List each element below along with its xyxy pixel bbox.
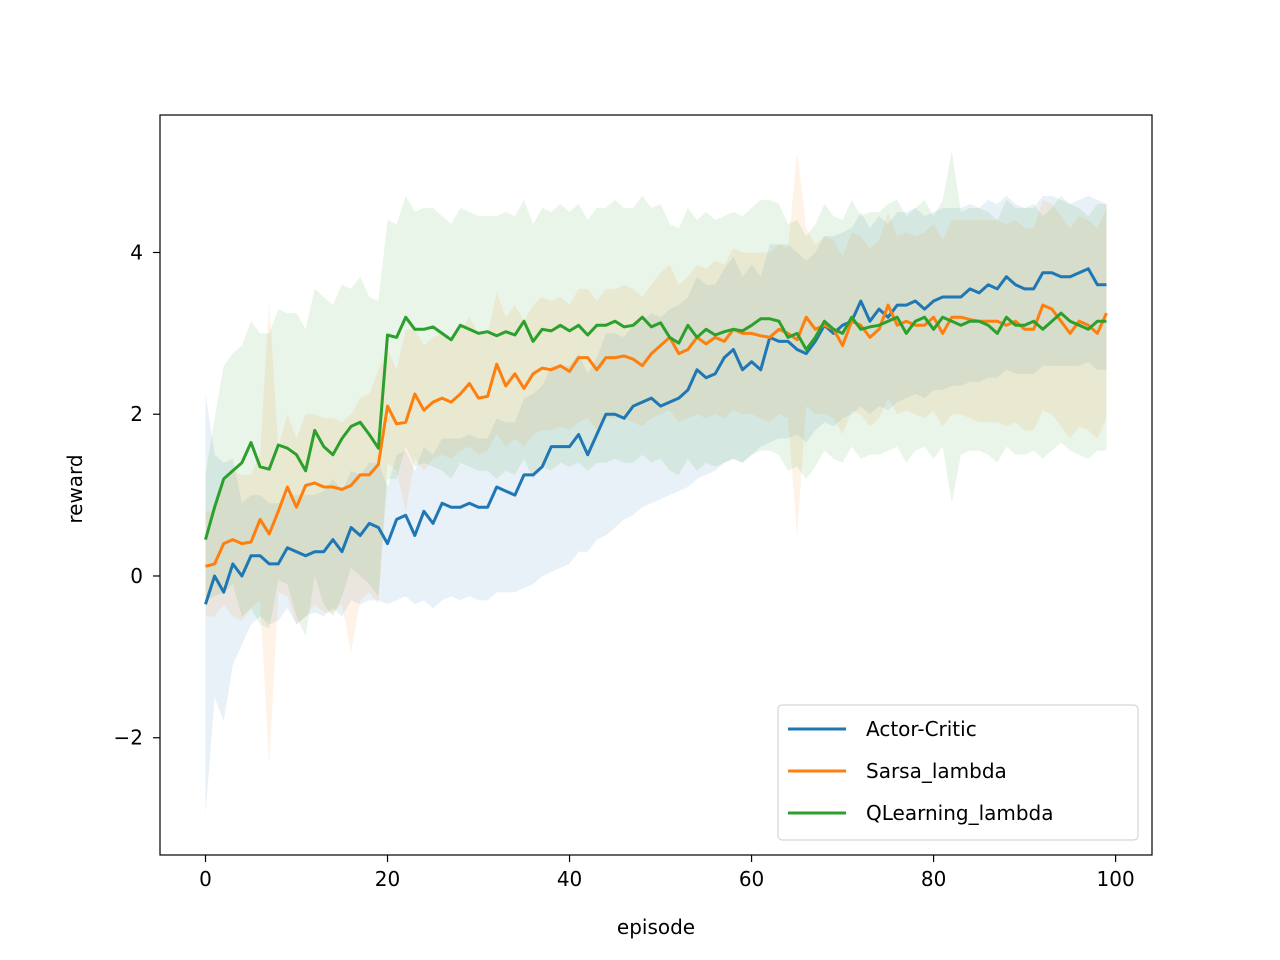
legend-label-0: Actor-Critic	[866, 717, 977, 741]
confidence-band-0	[205, 195, 1107, 815]
y-axis: −2 0 2 4	[114, 240, 160, 750]
confidence-band-2	[205, 151, 1107, 637]
y-tick-label: −2	[114, 726, 143, 750]
x-axis: 0 20 40 60 80 100	[199, 855, 1135, 891]
x-tick-label: 20	[375, 867, 400, 891]
confidence-bands	[205, 151, 1107, 815]
x-tick-label: 100	[1097, 867, 1135, 891]
confidence-band-1	[205, 151, 1107, 766]
legend-box	[777, 704, 1139, 841]
x-tick-label: 80	[921, 867, 946, 891]
legend-label-2: QLearning_lambda	[866, 801, 1054, 825]
series-lines	[204, 267, 1108, 605]
plot-frame	[159, 114, 1153, 856]
y-tick-label: 0	[130, 564, 143, 588]
x-tick-label: 0	[199, 867, 212, 891]
x-tick-label: 40	[557, 867, 582, 891]
x-tick-label: 60	[739, 867, 764, 891]
series-line-0	[204, 267, 1107, 605]
y-tick-label: 4	[130, 240, 143, 264]
x-axis-label: episode	[617, 915, 695, 939]
legend: Actor-Critic Sarsa_lambda QLearning_lambda	[777, 704, 1139, 841]
y-tick-label: 2	[130, 402, 143, 426]
legend-label-1: Sarsa_lambda	[866, 759, 1007, 783]
series-line-2	[204, 311, 1107, 541]
series-line-1	[205, 303, 1108, 568]
y-axis-label: reward	[63, 454, 87, 523]
